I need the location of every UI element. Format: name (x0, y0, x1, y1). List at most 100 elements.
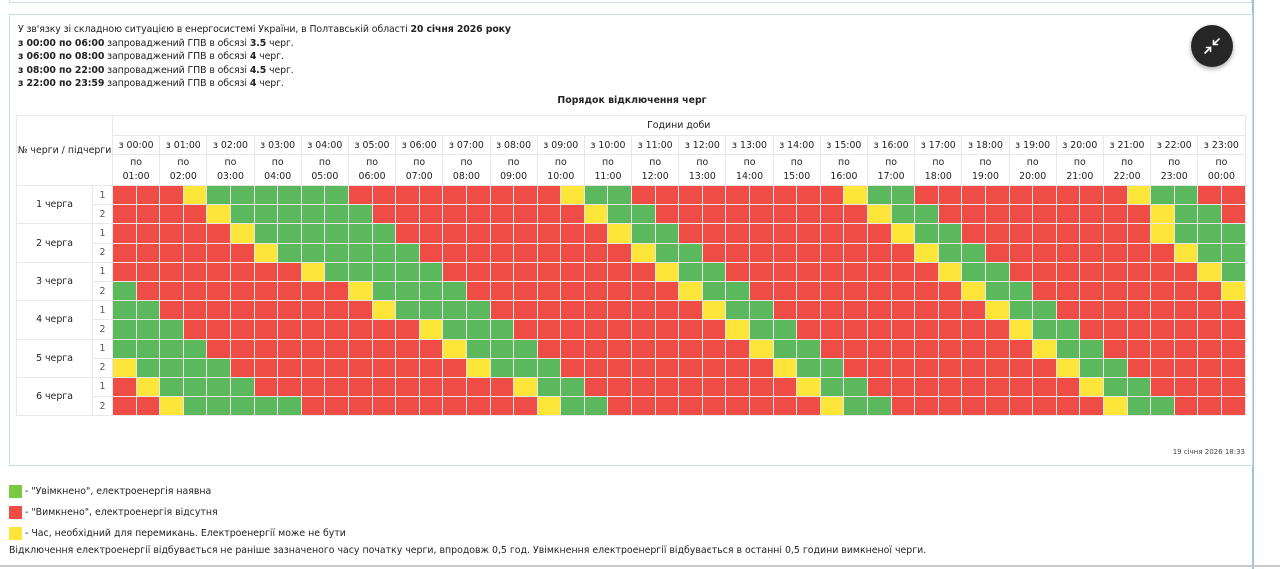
slot-power-off (324, 319, 349, 340)
slot-power-on (914, 204, 939, 225)
slot-power-off (442, 396, 467, 417)
slot-switching (1126, 184, 1152, 206)
slot-power-off (489, 300, 515, 321)
hour-to-label: по 04:00 (253, 154, 302, 186)
slot-power-on (159, 376, 184, 398)
slot-power-off (159, 300, 184, 321)
slot-power-off (1126, 261, 1152, 282)
slot-power-on (206, 396, 231, 417)
queue-label: 1 черга (16, 184, 93, 225)
slot-power-on (1055, 338, 1081, 359)
slot-power-on (1173, 223, 1199, 244)
slot-power-on (678, 261, 703, 282)
slot-power-off (678, 184, 703, 206)
slot-power-on (324, 204, 349, 225)
slot-power-on (513, 338, 538, 359)
hour-from-label: з 14:00 (772, 135, 821, 155)
slot-power-off (890, 300, 916, 321)
slot-power-off (1079, 184, 1104, 206)
slot-power-off (465, 261, 491, 282)
slot-power-off (536, 184, 562, 206)
slot-power-off (159, 242, 184, 263)
slot-power-off (914, 338, 939, 359)
slot-power-off (536, 319, 562, 340)
slot-power-off (961, 184, 986, 206)
slot-power-off (1032, 261, 1057, 282)
slot-power-off (229, 280, 255, 302)
slot-power-off (725, 223, 751, 244)
schedule-panel: У зв'язку зі складною ситуацією в енерго… (9, 14, 1253, 466)
slot-power-off (347, 338, 373, 359)
legend-text: - "Увімкнено", електроенергія наявна (25, 486, 212, 497)
slot-power-off (395, 357, 420, 378)
hour-from-label: з 15:00 (819, 135, 869, 155)
slot-power-off (796, 204, 821, 225)
hour-to-time: 04:00 (264, 171, 292, 182)
slot-power-off (678, 338, 703, 359)
slot-power-off (984, 396, 1010, 417)
slot-power-off (465, 242, 491, 263)
hour-to-time: 18:00 (924, 171, 952, 182)
slot-switching (1032, 338, 1057, 359)
hour-to-prefix: по (1073, 157, 1086, 168)
slot-switching (654, 261, 680, 282)
slot-power-off (725, 376, 751, 398)
slot-power-off (701, 357, 727, 378)
slot-switching (607, 223, 633, 244)
slot-power-off (914, 280, 939, 302)
bottom-divider (0, 565, 1280, 567)
slot-power-off (277, 338, 302, 359)
slot-power-on (749, 300, 774, 321)
slot-power-off (1173, 319, 1199, 340)
slot-power-off (701, 319, 727, 340)
hour-to-prefix: по (885, 157, 898, 168)
hour-to-label: по 23:00 (1150, 154, 1199, 186)
slot-power-off (1102, 184, 1128, 206)
slot-power-off (1008, 338, 1034, 359)
slot-switching (961, 280, 986, 302)
hour-to-label: по 07:00 (395, 154, 444, 186)
slot-power-on (182, 376, 208, 398)
hour-to-prefix: по (837, 157, 850, 168)
slot-power-on (1102, 376, 1128, 398)
collapse-button[interactable] (1191, 25, 1233, 67)
slot-power-off (347, 396, 373, 417)
slot-power-off (300, 319, 326, 340)
slot-power-off (819, 338, 845, 359)
slot-power-off (418, 338, 444, 359)
slot-power-off (583, 280, 609, 302)
slot-power-off (229, 300, 255, 321)
slot-switching (984, 300, 1010, 321)
slot-power-on (819, 357, 845, 378)
slot-power-off (607, 280, 633, 302)
slot-power-off (206, 242, 231, 263)
header-row-to: по 01:00 по 02:00 по 03:00 по 04:00 по 05:00 по 06:… (17, 154, 1246, 186)
slot-power-off (937, 338, 963, 359)
slot-power-off (1173, 396, 1199, 417)
period-text: запроваджений ГПВ в обсязі (104, 64, 250, 76)
slot-power-off (1079, 396, 1104, 417)
slot-power-off (607, 357, 633, 378)
slot-power-off (300, 280, 326, 302)
notice-date: 20 січня 2026 року (410, 24, 511, 35)
hour-to-label: по 02:00 (159, 154, 208, 186)
slot-power-on (489, 338, 515, 359)
slot-power-off (772, 396, 798, 417)
slot-power-off (701, 242, 727, 263)
slot-power-off (1173, 280, 1199, 302)
slot-power-off (1032, 204, 1057, 225)
slot-power-off (277, 376, 302, 398)
slot-power-off (277, 357, 302, 378)
slot-power-off (1220, 184, 1246, 206)
subqueue-row: 2 (17, 357, 1246, 378)
slot-power-off (418, 396, 444, 417)
slot-power-off (560, 280, 585, 302)
slot-power-on (112, 338, 137, 359)
subqueue-row: 2 черга 1 (16, 223, 1246, 263)
subqueue-row: 4 черга 1 (16, 300, 1246, 340)
collapse-arrows-icon (1204, 38, 1220, 54)
slot-power-on (1126, 396, 1152, 417)
scrollbar-track[interactable] (1252, 0, 1254, 569)
hour-to-time: 01:00 (122, 171, 150, 182)
slot-power-on (347, 223, 373, 244)
